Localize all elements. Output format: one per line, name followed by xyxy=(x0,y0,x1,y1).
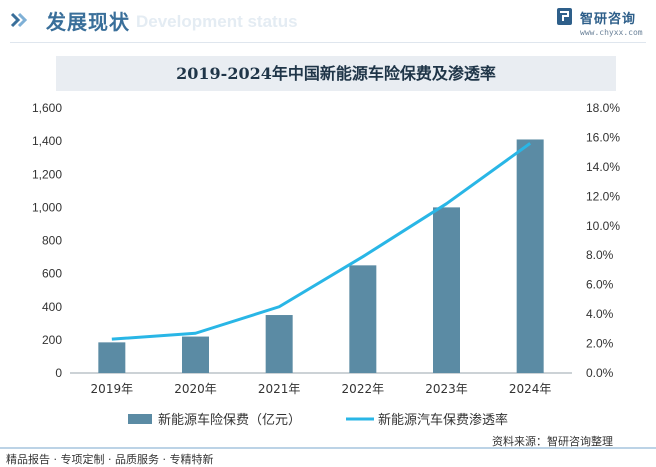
y-right-tick-label: 0.0% xyxy=(586,366,614,380)
brand-url: www.chyxx.com xyxy=(580,28,643,37)
y-left-tick-label: 1,600 xyxy=(32,101,62,115)
header-divider xyxy=(10,42,646,43)
y-left-tick-label: 600 xyxy=(42,267,62,281)
brand-logo-block: 智研咨询 www.chyxx.com xyxy=(556,6,652,42)
x-tick-label: 2021年 xyxy=(258,382,301,396)
y-right-tick-label: 2.0% xyxy=(586,337,614,351)
y-right-tick-label: 18.0% xyxy=(586,101,620,115)
y-right-tick-label: 8.0% xyxy=(586,248,614,262)
source-note: 资料来源：智研咨询整理 xyxy=(492,435,613,448)
brand-logo-icon xyxy=(557,8,572,25)
bar xyxy=(516,139,544,373)
brand-name: 智研咨询 xyxy=(580,12,637,27)
y-right-tick-label: 12.0% xyxy=(586,189,620,203)
double-chevron-icon xyxy=(10,12,28,28)
chart-title: 2019-2024年中国新能源车险保费及渗透率 xyxy=(176,64,496,83)
footer-divider xyxy=(0,447,656,449)
footer-slogan: 精品报告 · 专项定制 · 品质服务 · 专精特新 xyxy=(6,453,214,466)
x-tick-label: 2020年 xyxy=(174,382,217,396)
y-left-tick-label: 1,200 xyxy=(32,167,62,181)
y-left-tick-label: 1,000 xyxy=(32,200,62,214)
y-left-tick-label: 400 xyxy=(42,300,62,314)
y-right-tick-label: 6.0% xyxy=(586,278,614,292)
chart-title-box: 2019-2024年中国新能源车险保费及渗透率 xyxy=(56,56,616,91)
x-tick-label: 2024年 xyxy=(509,382,552,396)
x-tick-label: 2023年 xyxy=(425,382,468,396)
x-tick-label: 2019年 xyxy=(91,382,134,396)
y-left-tick-label: 0 xyxy=(55,366,62,380)
section-subtitle: Development status xyxy=(136,12,298,31)
legend-swatch-bar xyxy=(128,414,152,424)
bar xyxy=(349,265,377,373)
legend-label-line: 新能源汽车保费渗透率 xyxy=(378,412,508,428)
y-left-tick-label: 200 xyxy=(42,333,62,347)
bar xyxy=(182,336,209,373)
y-right-tick-label: 10.0% xyxy=(586,219,620,233)
y-left-tick-label: 800 xyxy=(42,234,62,248)
section-title: 发展现状 xyxy=(46,10,130,34)
y-right-tick-label: 16.0% xyxy=(586,130,620,144)
y-right-tick-label: 14.0% xyxy=(586,160,620,174)
y-right-tick-label: 4.0% xyxy=(586,307,614,321)
penetration-rate-line xyxy=(111,142,532,341)
header-bar: 发展现状 Development status 智研咨询 www.chyxx.c… xyxy=(0,0,656,46)
x-tick-label: 2022年 xyxy=(342,382,385,396)
y-left-tick-label: 1,400 xyxy=(32,134,62,148)
bar xyxy=(98,342,126,373)
bar xyxy=(265,315,293,373)
bar xyxy=(433,207,460,373)
legend-label-bar: 新能源车险保费（亿元） xyxy=(158,412,301,428)
